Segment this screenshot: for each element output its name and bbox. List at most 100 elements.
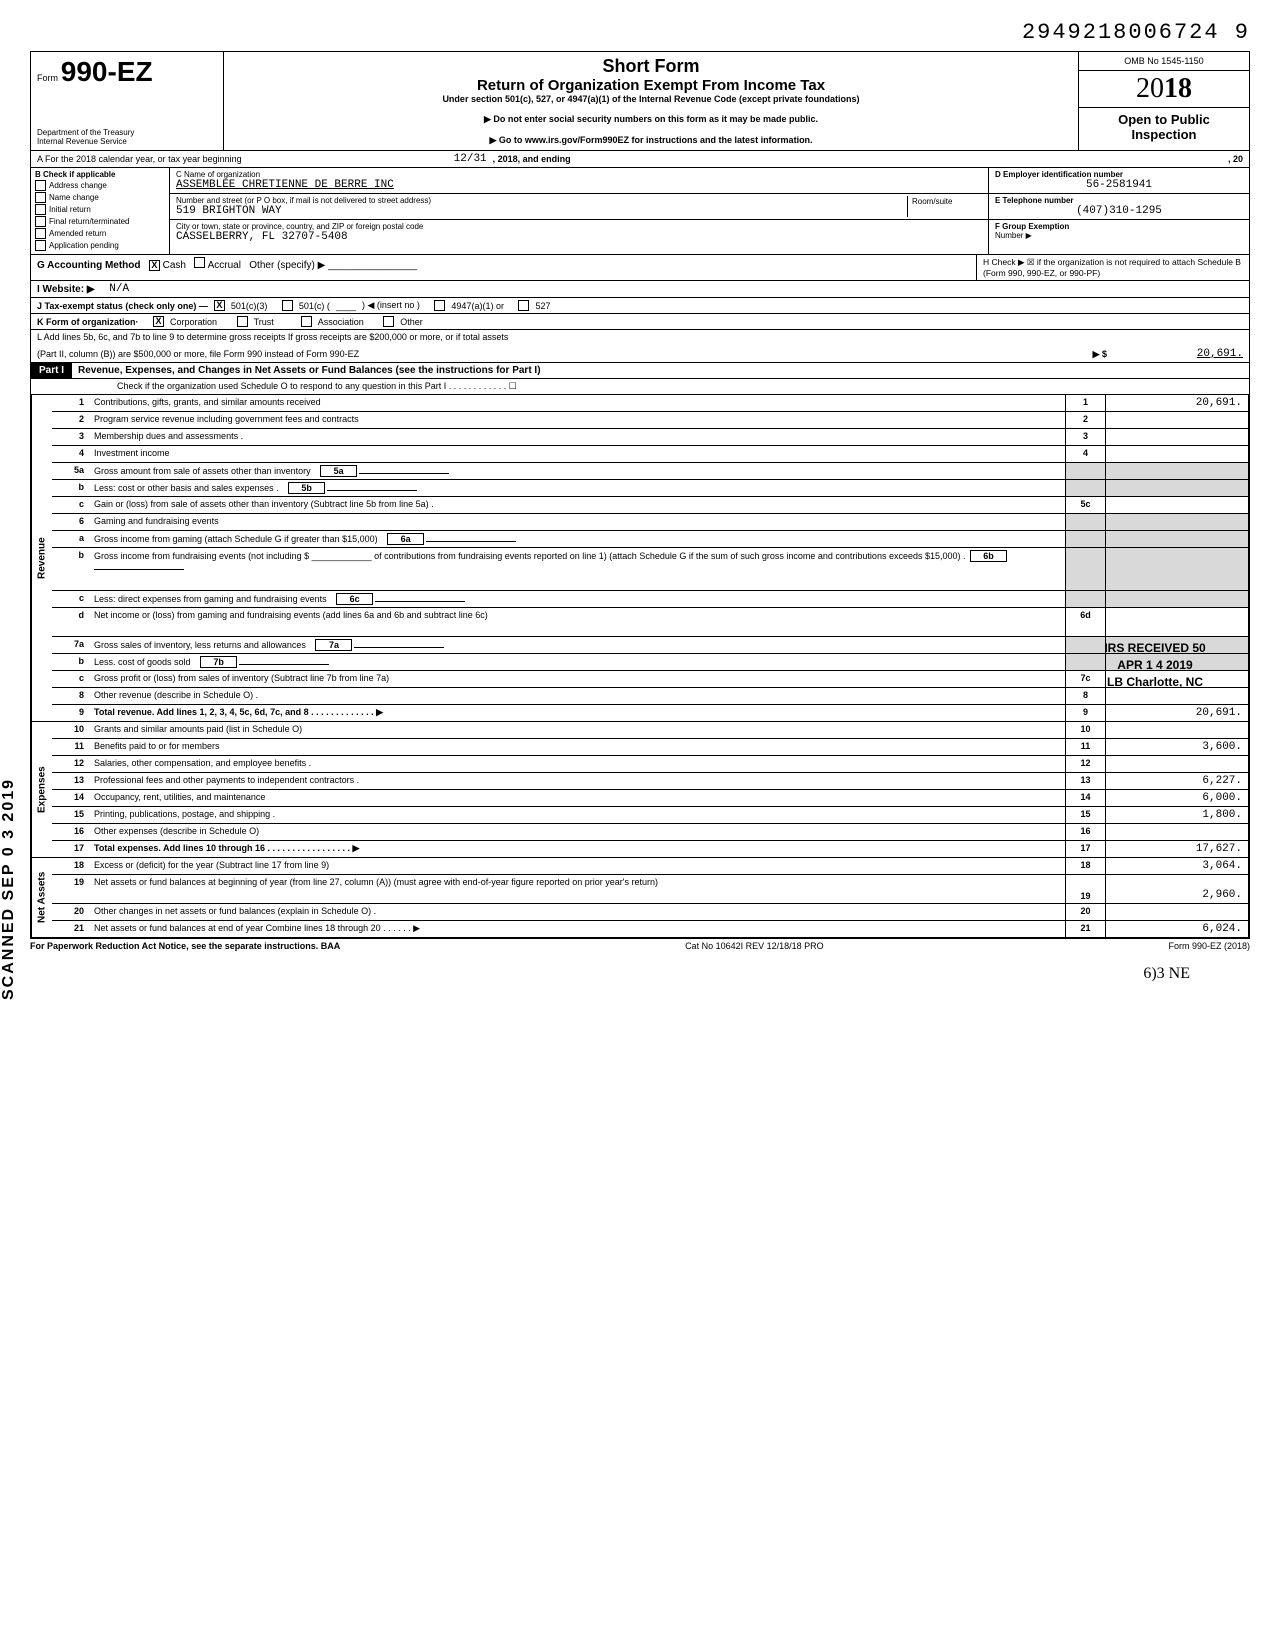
section-b: B Check if applicable Address change Nam… xyxy=(31,168,170,254)
line-12-amount[interactable] xyxy=(1105,756,1248,772)
line-7c-text: Gross profit or (loss) from sales of inv… xyxy=(90,671,1065,687)
line-box: 9 xyxy=(1065,705,1105,721)
line-6-text: Gaming and fundraising events xyxy=(90,514,1065,530)
cb-cash[interactable] xyxy=(149,260,160,271)
line-1-amount[interactable]: 20,691. xyxy=(1105,395,1248,411)
cb-corp[interactable] xyxy=(153,316,164,327)
street-address[interactable]: 519 BRIGHTON WAY xyxy=(176,205,907,217)
line-5a-amount[interactable] xyxy=(359,473,449,474)
row-k: K Form of organization· Corporation Trus… xyxy=(30,314,1250,330)
shaded-box xyxy=(1065,591,1105,607)
line-15-amount[interactable]: 1,800. xyxy=(1105,807,1248,823)
line-3-amount[interactable] xyxy=(1105,429,1248,445)
line-13-amount[interactable]: 6,227. xyxy=(1105,773,1248,789)
line-17-amount[interactable]: 17,627. xyxy=(1105,841,1248,857)
line-7b-amount[interactable] xyxy=(239,664,329,665)
line-box: 2 xyxy=(1065,412,1105,428)
line-18-text: Excess or (deficit) for the year (Subtra… xyxy=(90,858,1065,874)
line-box: 11 xyxy=(1065,739,1105,755)
cb-4947[interactable] xyxy=(434,300,445,311)
line-16-amount[interactable] xyxy=(1105,824,1248,840)
line-15-text: Printing, publications, postage, and shi… xyxy=(90,807,1065,823)
line-3-text: Membership dues and assessments . xyxy=(90,429,1065,445)
handwritten-note: 6)3 NE xyxy=(30,965,1190,983)
shaded-box xyxy=(1065,548,1105,590)
line-box: 4 xyxy=(1065,446,1105,462)
line-18-amount[interactable]: 3,064. xyxy=(1105,858,1248,874)
line-6a-text: Gross income from gaming (attach Schedul… xyxy=(94,534,378,544)
ln: b xyxy=(52,654,90,670)
line-6d-amount[interactable] xyxy=(1105,608,1248,636)
cb-label: Amended return xyxy=(49,229,106,238)
shaded-box xyxy=(1065,480,1105,496)
ln: 5a xyxy=(52,463,90,479)
line-8-amount[interactable] xyxy=(1105,688,1248,704)
line-14-amount[interactable]: 6,000. xyxy=(1105,790,1248,806)
cb-amended[interactable] xyxy=(35,228,46,239)
cb-trust[interactable] xyxy=(237,316,248,327)
line-11-amount[interactable]: 3,600. xyxy=(1105,739,1248,755)
line-10-amount[interactable] xyxy=(1105,722,1248,738)
j-501c3: 501(c)(3) xyxy=(231,301,268,311)
cb-501c[interactable] xyxy=(282,300,293,311)
cb-initial-return[interactable] xyxy=(35,204,46,215)
cb-accrual[interactable] xyxy=(194,257,205,268)
scanned-stamp: SCANNED SEP 0 3 2019 xyxy=(0,778,18,1000)
tax-year: 2018 xyxy=(1079,71,1249,108)
j-527: 527 xyxy=(535,301,550,311)
short-form-title: Short Form xyxy=(230,56,1072,77)
line-2-text: Program service revenue including govern… xyxy=(90,412,1065,428)
cb-527[interactable] xyxy=(518,300,529,311)
section-b-label: B Check if applicable xyxy=(35,170,165,179)
line-2-amount[interactable] xyxy=(1105,412,1248,428)
line-7a-text: Gross sales of inventory, less returns a… xyxy=(94,640,306,650)
line-6a-amount[interactable] xyxy=(426,541,516,542)
cb-other-org[interactable] xyxy=(383,316,394,327)
ln: 4 xyxy=(52,446,90,462)
tax-year-begin[interactable]: 12/31 xyxy=(454,153,487,165)
form-subtitle: Under section 501(c), 527, or 4947(a)(1)… xyxy=(230,94,1072,104)
line-17-text: Total expenses. Add lines 10 through 16 … xyxy=(90,841,1065,857)
k-corp: Corporation xyxy=(170,317,217,327)
line-20-amount[interactable] xyxy=(1105,904,1248,920)
shaded-amt xyxy=(1105,514,1248,530)
cb-address-change[interactable] xyxy=(35,180,46,191)
form-header: Form 990-EZ Department of the Treasury I… xyxy=(30,51,1250,151)
group-exempt-number: Number ▶ xyxy=(995,231,1243,240)
line-box: 19 xyxy=(1065,875,1105,903)
j-insert: ) ◀ (insert no ) xyxy=(362,300,420,311)
line-6c-amount[interactable] xyxy=(375,601,465,602)
line-8-text: Other revenue (describe in Schedule O) . xyxy=(90,688,1065,704)
line-4-amount[interactable] xyxy=(1105,446,1248,462)
line-box: 15 xyxy=(1065,807,1105,823)
line-5c-amount[interactable] xyxy=(1105,497,1248,513)
ein-value[interactable]: 56-2581941 xyxy=(995,179,1243,191)
row-a-label: A For the 2018 calendar year, or tax yea… xyxy=(37,154,242,164)
cb-501c3[interactable] xyxy=(214,300,225,311)
line-19-amount[interactable]: 2,960. xyxy=(1105,875,1248,903)
ln: 6 xyxy=(52,514,90,530)
phone-value[interactable]: (407)310-1295 xyxy=(995,205,1243,217)
org-name[interactable]: ASSEMBLEE CHRETIENNE DE BERRE INC xyxy=(176,179,982,191)
j-4947: 4947(a)(1) or xyxy=(451,301,504,311)
gross-receipts[interactable]: 20,691. xyxy=(1113,348,1243,360)
line-6b-amount[interactable] xyxy=(94,569,184,570)
ln: 1 xyxy=(52,395,90,411)
line-21-amount[interactable]: 6,024. xyxy=(1105,921,1248,937)
cb-final-return[interactable] xyxy=(35,216,46,227)
line-5a-text: Gross amount from sale of assets other t… xyxy=(94,466,311,476)
part-i-title: Revenue, Expenses, and Changes in Net As… xyxy=(72,363,1249,378)
line-9-amount[interactable]: 20,691. xyxy=(1105,705,1248,721)
cb-assoc[interactable] xyxy=(301,316,312,327)
cb-name-change[interactable] xyxy=(35,192,46,203)
omb-number: OMB No 1545-1150 xyxy=(1079,52,1249,71)
stamp-date: APR 1 4 2019 xyxy=(1085,657,1225,674)
website-value[interactable]: N/A xyxy=(109,283,129,295)
city-state-zip[interactable]: CASSELBERRY, FL 32707-5408 xyxy=(176,231,982,243)
line-7a-amount[interactable] xyxy=(354,647,444,648)
ln: c xyxy=(52,591,90,607)
line-5b-amount[interactable] xyxy=(327,490,417,491)
row-a-end: , 20 xyxy=(1228,154,1243,164)
cb-app-pending[interactable] xyxy=(35,240,46,251)
line-5b-text: Less: cost or other basis and sales expe… xyxy=(94,483,279,493)
